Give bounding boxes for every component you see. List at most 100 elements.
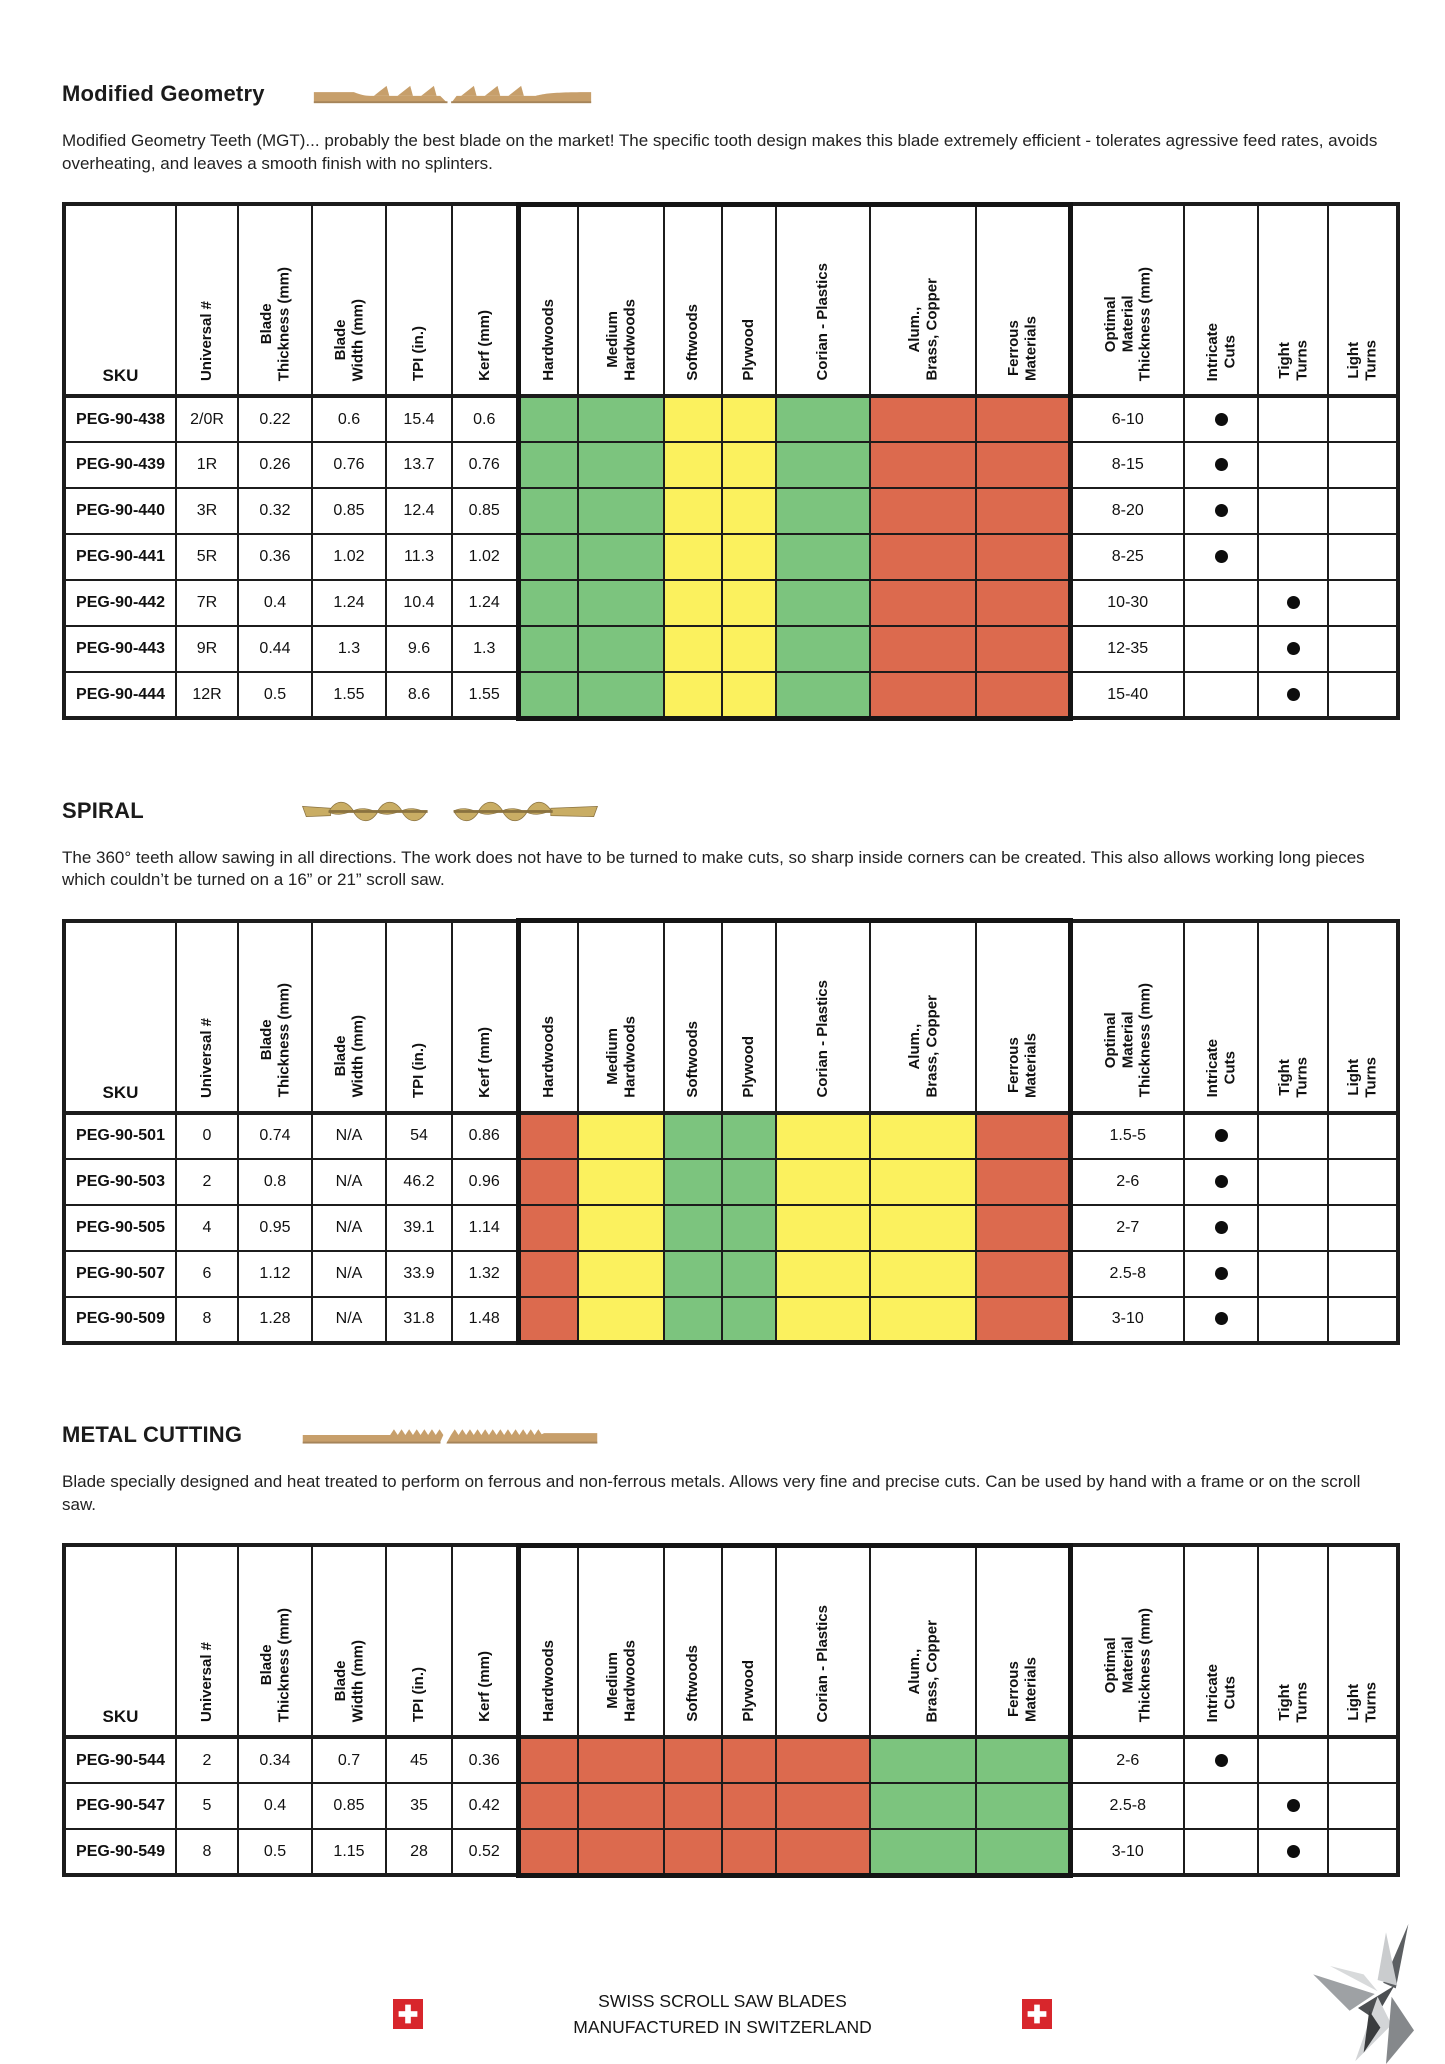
optimal-thickness-cell: 15-40 [1069,671,1185,720]
column-header-label: Softwoods [684,1645,702,1723]
tight-turns-cell [1257,1157,1329,1206]
table-row: PEG-90-503 2 0.8 N/A 46.2 0.96 2-6 [63,1157,1399,1206]
material-rating-cell [663,1782,723,1831]
optimal-thickness-cell: 3-10 [1069,1295,1185,1344]
sku-cell: PEG-90-442 [63,579,177,628]
spec-cell: 2/0R [175,395,239,444]
table-row: PEG-90-505 4 0.95 N/A 39.1 1.14 2-7 [63,1203,1399,1252]
column-header: Medium Hardwoods [577,918,665,1115]
material-rating-cell [663,441,723,490]
material-rating-cell [663,395,723,444]
optimal-thickness-cell: 8-20 [1069,487,1185,536]
column-header: Corian - Plastics [775,918,871,1115]
sku-cell: PEG-90-444 [63,671,177,720]
intricate-turns-cell [1183,395,1259,444]
optimal-thickness-cell: 10-30 [1069,579,1185,628]
footer: SWISS SCROLL SAW BLADES MANUFACTURED IN … [0,1988,1445,2041]
material-rating-cell [775,1203,871,1252]
table-row: PEG-90-509 8 1.28 N/A 31.8 1.48 3-10 [63,1295,1399,1346]
spec-cell: 8 [175,1828,239,1877]
table-row: PEG-90-501 0 0.74 N/A 54 0.86 1.5-5 [63,1111,1399,1160]
column-header: Hardwoods [515,918,579,1115]
material-rating-cell [975,625,1073,674]
intricate-turns-cell [1183,1203,1259,1252]
intricate-turns-cell [1183,1295,1259,1344]
feature-dot [1214,412,1228,426]
header-row: SKU Universal # Blade Thickness (mm) Blade … [63,918,1399,1115]
column-header-label: Ferrous Materials [1005,315,1040,382]
spec-table: SKU Universal # Blade Thickness (mm) Blade … [62,918,1400,1346]
column-header-label: Alum., Brass, Copper [905,1619,940,1723]
column-header-label: Medium Hardwoods [603,1015,638,1098]
spec-cell: 28 [385,1828,453,1877]
footer-line1: SWISS SCROLL SAW BLADES [598,1991,847,2011]
blade-section: SPIRAL The 360° teeth allow sawing in al… [62,795,1400,1346]
intricate-turns-cell [1183,441,1259,490]
light-turns-cell [1327,1782,1399,1831]
footer-line2: MANUFACTURED IN SWITZERLAND [573,2017,872,2038]
spec-cell: 1.28 [237,1295,313,1344]
material-rating-cell [515,625,579,674]
table-row: PEG-90-547 5 0.4 0.85 35 0.42 2.5-8 [63,1782,1399,1831]
feature-dot [1214,1174,1228,1188]
material-rating-cell [515,1203,579,1252]
material-rating-cell [515,1295,579,1346]
material-rating-cell [775,1828,871,1878]
column-header-label: Ferrous Materials [1005,1657,1040,1723]
tight-turns-cell [1257,441,1329,490]
material-rating-cell [975,1157,1073,1206]
material-rating-cell [663,579,723,628]
material-rating-cell [663,1157,723,1206]
spec-cell: 2 [175,1157,239,1206]
light-turns-cell [1327,625,1399,674]
spec-cell: 31.8 [385,1295,453,1344]
column-header-label: Light Turns [1345,340,1380,382]
column-header-label: Hardwoods [540,1015,558,1098]
column-header: Medium Hardwoods [577,201,665,399]
material-rating-cell [775,487,871,536]
optimal-thickness-cell: 6-10 [1069,395,1185,444]
column-header: Light Turns [1327,919,1399,1115]
material-rating-cell [515,579,579,628]
optimal-thickness-cell: 1.5-5 [1069,1111,1185,1160]
section-title: SPIRAL [62,797,144,823]
material-rating-cell [869,395,977,444]
column-header: Medium Hardwoods [577,1542,665,1740]
material-rating-cell [869,487,977,536]
material-rating-cell [721,1828,777,1878]
spec-cell: 0.32 [237,487,313,536]
material-rating-cell [775,441,871,490]
spec-cell: 0.52 [451,1828,519,1877]
sku-cell: PEG-90-505 [63,1203,177,1252]
material-rating-cell [577,1295,665,1346]
column-header: Optimal Material Thickness (mm) [1069,1544,1185,1740]
column-header-label: Optimal Material Thickness (mm) [1101,1607,1154,1723]
column-header-label: Alum., Brass, Copper [905,278,940,382]
spec-cell: 0.85 [311,487,387,536]
column-header: SKU [63,919,177,1115]
table-row: PEG-90-440 3R 0.32 0.85 12.4 0.85 8-20 [63,487,1399,536]
material-rating-cell [577,533,665,582]
sku-cell: PEG-90-443 [63,625,177,674]
material-rating-cell [663,1736,723,1785]
material-rating-cell [869,671,977,721]
column-header-label: Tight Turns [1275,1057,1310,1098]
optimal-thickness-cell: 8-25 [1069,533,1185,582]
spec-cell: 1.15 [311,1828,387,1877]
material-rating-cell [775,579,871,628]
material-rating-cell [721,1295,777,1346]
light-turns-cell [1327,1203,1399,1252]
spec-cell: 45 [385,1736,453,1785]
material-rating-cell [975,441,1073,490]
material-rating-cell [721,625,777,674]
spec-cell: 0.36 [237,533,313,582]
swiss-flag-icon [1021,1999,1052,2030]
material-rating-cell [975,1249,1073,1298]
column-header: Tight Turns [1257,1544,1329,1740]
spec-cell: 39.1 [385,1203,453,1252]
tight-turns-cell [1257,487,1329,536]
column-header-label: Light Turns [1345,1681,1380,1723]
light-turns-cell [1327,1249,1399,1298]
material-rating-cell [577,1782,665,1831]
column-header-label: Blade Width (mm) [331,298,366,382]
